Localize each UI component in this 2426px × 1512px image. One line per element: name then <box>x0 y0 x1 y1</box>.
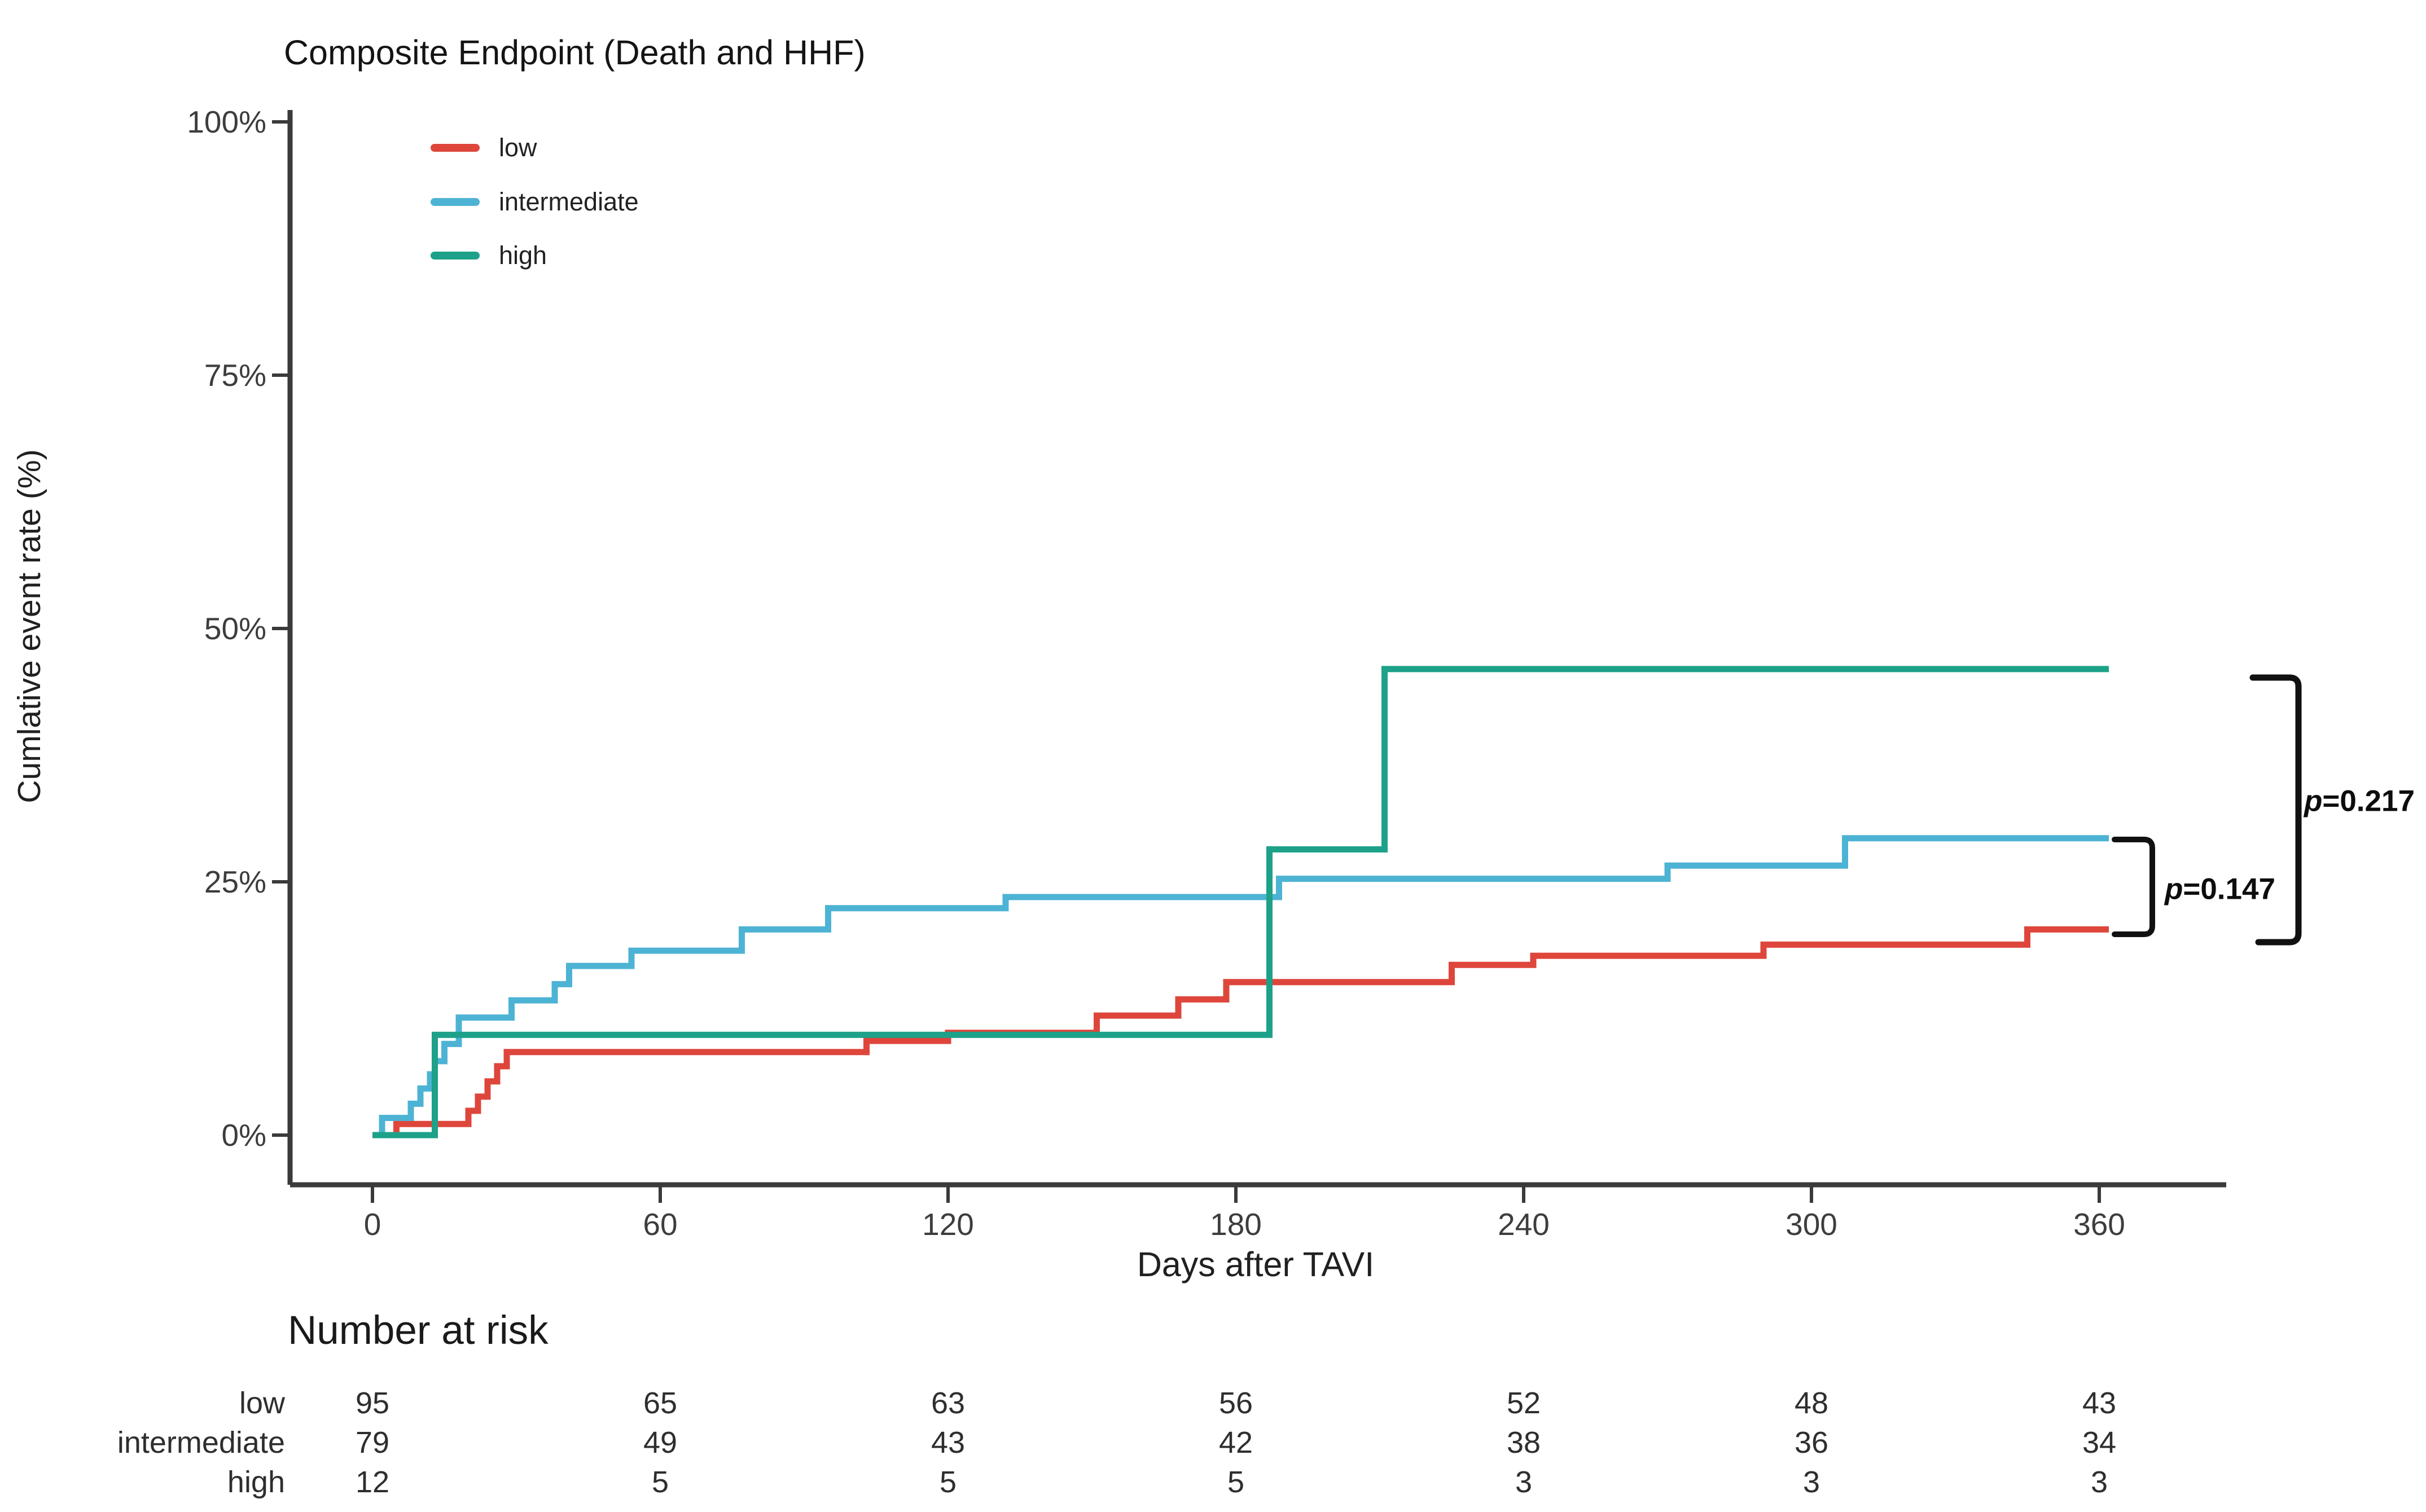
number-at-risk-heading: Number at risk <box>288 1308 549 1353</box>
x-tick-label: 0 <box>363 1207 381 1242</box>
risk-row-label: intermediate <box>117 1426 285 1460</box>
risk-count: 5 <box>651 1465 669 1499</box>
bracket-high-vs-low <box>2249 674 2302 946</box>
risk-count: 3 <box>2090 1465 2108 1499</box>
x-tick-label: 120 <box>922 1207 974 1242</box>
risk-row-label: low <box>239 1386 285 1420</box>
risk-count: 5 <box>1227 1465 1245 1499</box>
p-symbol: p <box>2304 784 2323 818</box>
bracket-intermediate-vs-low <box>2112 837 2155 937</box>
risk-count: 63 <box>931 1386 966 1420</box>
x-tick-label: 180 <box>1210 1207 1262 1242</box>
risk-count: 65 <box>643 1386 678 1420</box>
p-value-text: =0.147 <box>2183 872 2275 906</box>
p-value-annotation-intermediate-vs-low: p=0.147 <box>2165 872 2275 907</box>
risk-count: 3 <box>1515 1465 1533 1499</box>
risk-count: 52 <box>1506 1386 1541 1420</box>
legend-swatch-intermediate <box>431 198 480 206</box>
risk-count: 43 <box>2082 1386 2117 1420</box>
p-value-annotation-high-vs-low: p=0.217 <box>2304 784 2415 819</box>
survival-curve-high <box>372 666 2109 1139</box>
risk-count: 49 <box>643 1426 678 1460</box>
y-tick-label: 25% <box>204 864 266 899</box>
p-symbol: p <box>2165 872 2183 906</box>
legend-label: low <box>499 133 537 162</box>
y-tick-label: 0% <box>221 1118 267 1153</box>
risk-count: 3 <box>1802 1465 1820 1499</box>
x-tick-label: 300 <box>1785 1207 1837 1242</box>
legend-label: intermediate <box>499 187 639 216</box>
y-tick-label: 100% <box>187 104 266 139</box>
risk-count: 5 <box>939 1465 957 1499</box>
risk-count: 43 <box>931 1426 966 1460</box>
risk-count: 95 <box>355 1386 390 1420</box>
survival-curve-intermediate <box>372 835 2109 1139</box>
x-axis-label: Days after TAVI <box>1137 1245 1375 1284</box>
risk-count: 56 <box>1218 1386 1253 1420</box>
y-tick-label: 50% <box>204 611 266 646</box>
risk-count: 38 <box>1506 1426 1541 1460</box>
legend-swatch-high <box>431 252 480 260</box>
risk-row-label: high <box>227 1465 285 1499</box>
risk-count: 36 <box>1794 1426 1829 1460</box>
risk-count: 48 <box>1794 1386 1829 1420</box>
risk-count: 34 <box>2082 1426 2117 1460</box>
x-tick-label: 60 <box>643 1207 678 1242</box>
risk-count: 12 <box>355 1465 390 1499</box>
y-axis-label: Cumlative event rate (%) <box>11 449 47 803</box>
risk-count: 79 <box>355 1426 390 1460</box>
x-tick-label: 360 <box>2073 1207 2125 1242</box>
y-tick-label: 75% <box>204 358 266 393</box>
chart-title: Composite Endpoint (Death and HHF) <box>284 33 866 72</box>
legend-swatch-low <box>431 144 480 152</box>
legend-label: high <box>499 241 547 270</box>
p-value-text: =0.217 <box>2322 784 2415 818</box>
x-tick-label: 240 <box>1498 1207 1550 1242</box>
risk-count: 42 <box>1218 1426 1253 1460</box>
